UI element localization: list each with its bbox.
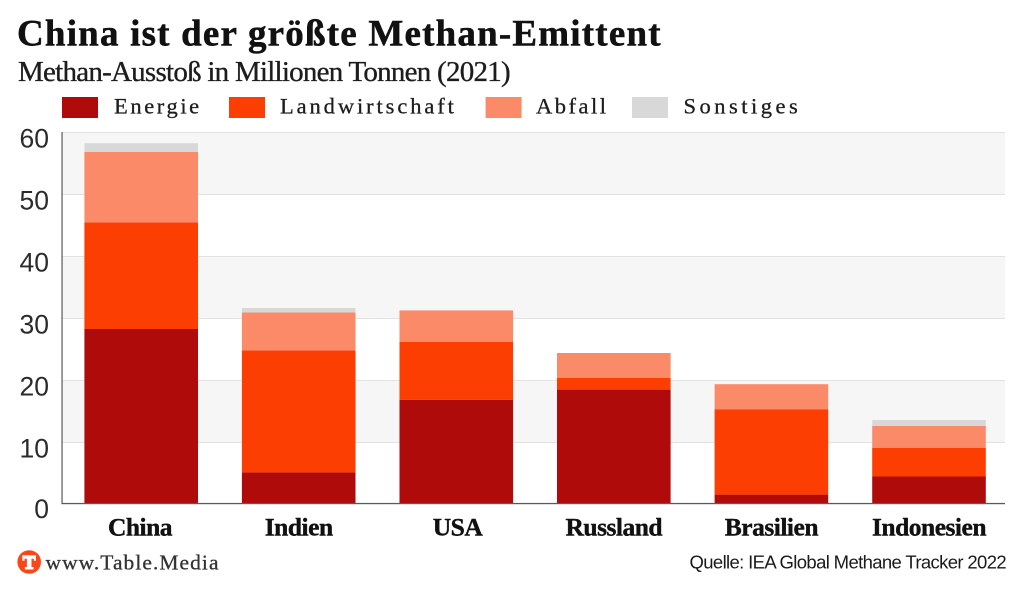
svg-text:Abfall: Abfall (536, 94, 608, 119)
svg-text:20: 20 (20, 372, 49, 402)
svg-text:Methan-Ausstoß in Millionen To: Methan-Ausstoß in Millionen Tonnen (2021… (18, 56, 510, 88)
svg-text:www.Table.Media: www.Table.Media (46, 550, 220, 574)
svg-text:Energie: Energie (114, 94, 202, 119)
svg-text:10: 10 (20, 434, 49, 464)
svg-text:USA: USA (433, 513, 484, 542)
svg-text:Indonesien: Indonesien (872, 513, 986, 542)
svg-text:Landwirtschaft: Landwirtschaft (280, 94, 457, 119)
svg-text:30: 30 (20, 310, 49, 340)
svg-text:0: 0 (34, 494, 49, 524)
svg-text:40: 40 (20, 248, 49, 278)
svg-text:Sonstiges: Sonstiges (684, 94, 802, 119)
svg-text:Russland: Russland (565, 513, 662, 542)
svg-text:60: 60 (20, 124, 49, 154)
svg-text:China ist der größte Methan-Em: China ist der größte Methan-Emittent (17, 14, 662, 55)
svg-text:Quelle: IEA Global Methane Tra: Quelle: IEA Global Methane Tracker 2022 (690, 552, 1007, 573)
svg-text:China: China (108, 513, 173, 542)
svg-text:Brasilien: Brasilien (725, 513, 819, 542)
svg-text:Indien: Indien (265, 513, 333, 542)
svg-text:50: 50 (20, 186, 49, 216)
